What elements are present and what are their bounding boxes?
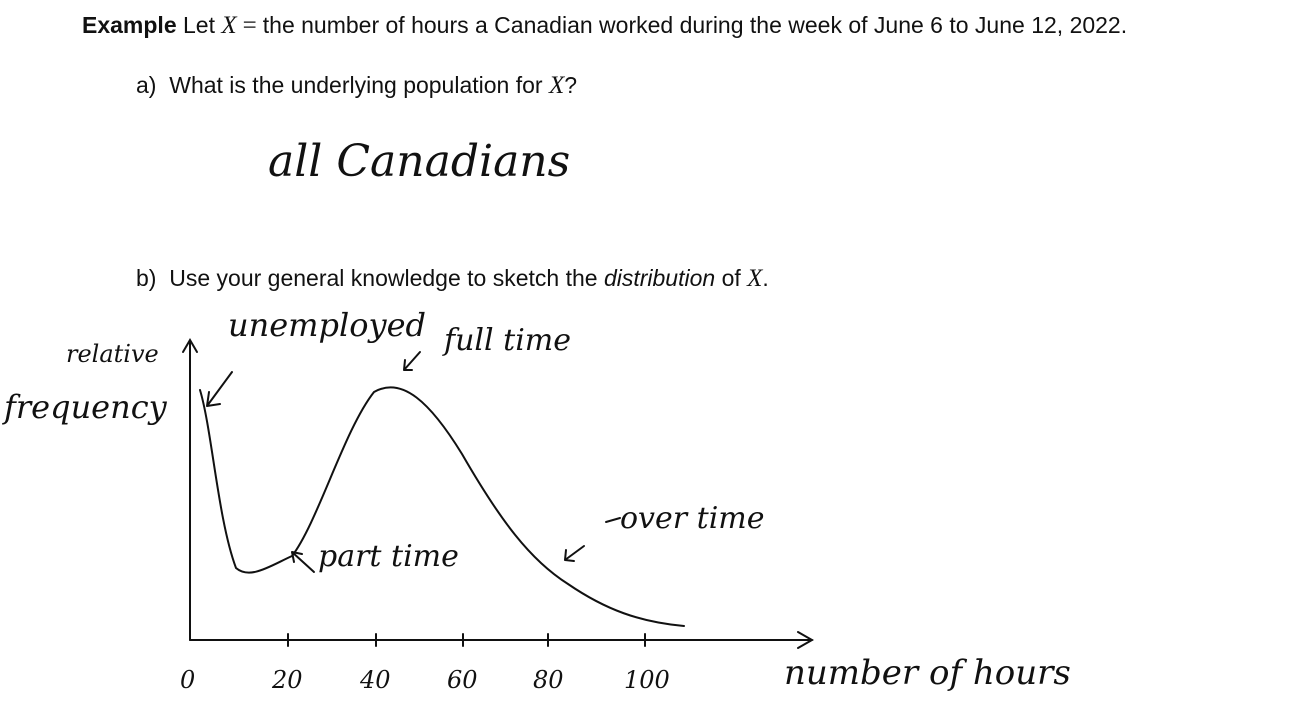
over-time-dash	[605, 517, 621, 523]
part-b-variable: X	[747, 265, 763, 292]
x-axis-label: number of hours	[784, 653, 1071, 693]
y-axis-label-relative: relative	[66, 340, 159, 368]
x-tick-label-20: 20	[271, 666, 303, 694]
part-b-text-after: of	[721, 265, 741, 291]
part-b-end: .	[762, 265, 769, 291]
y-axis-label-frequency: frequency	[2, 388, 168, 426]
x-tick-label-80: 80	[533, 666, 564, 694]
x-axis-arrowhead	[797, 631, 815, 649]
part-b-text-before: Use your general knowledge to sketch the	[169, 265, 598, 291]
variable-x: X	[221, 12, 237, 39]
variable-definition: the number of hours a Canadian worked du…	[262, 12, 1128, 38]
part-a-marker: a)	[136, 72, 157, 98]
part-a-question: a) What is the underlying population for…	[136, 72, 577, 100]
answer-all-canadians: all Canadians	[268, 136, 570, 187]
y-axis-arrowhead	[182, 338, 198, 353]
x-tick-label-0: 0	[180, 666, 195, 694]
part-time-arrow	[291, 551, 315, 573]
part-b-emphasis: distribution	[603, 265, 716, 291]
part-a-variable: X	[548, 72, 565, 99]
x-tick-label-60: 60	[447, 666, 478, 694]
over-time-arrow	[564, 545, 585, 562]
annotation-over-time: over time	[620, 501, 765, 536]
example-label: Example	[82, 12, 177, 38]
distribution-curve	[199, 386, 685, 627]
full-time-arrow	[403, 351, 421, 371]
annotation-full-time: full time	[442, 323, 571, 358]
x-tick-label-40: 40	[359, 666, 391, 694]
equals-sign: =	[242, 12, 257, 39]
part-a-text: What is the underlying population for	[169, 72, 543, 98]
x-tick-label-100: 100	[624, 666, 670, 694]
annotation-unemployed: unemployed	[228, 306, 426, 344]
part-b-question: b) Use your general knowledge to sketch …	[136, 265, 769, 293]
let-word: Let	[183, 12, 215, 38]
unemployed-arrow	[206, 371, 233, 407]
part-b-marker: b)	[136, 265, 157, 291]
example-statement: Example Let X = the number of hours a Cana…	[82, 12, 1127, 40]
part-a-end: ?	[564, 72, 578, 98]
annotation-part-time: part time	[318, 539, 459, 574]
